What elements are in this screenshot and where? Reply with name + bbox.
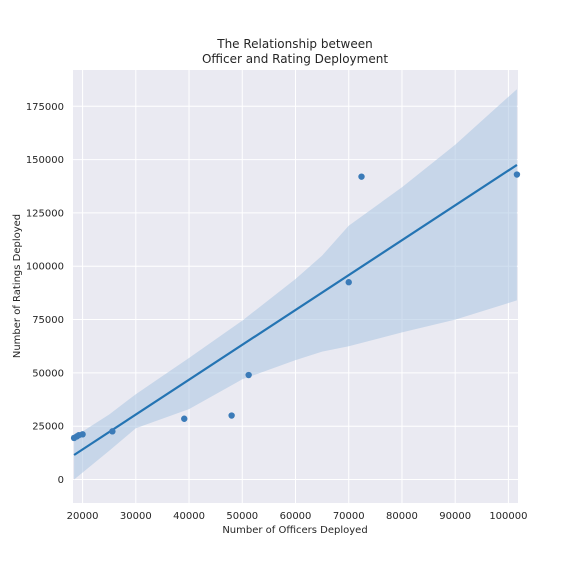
- x-tick-label: 50000: [226, 511, 258, 522]
- data-point: [245, 371, 252, 379]
- data-point: [181, 415, 188, 422]
- data-point: [345, 279, 352, 286]
- x-tick-label: 90000: [439, 511, 471, 522]
- y-tick-label: 25000: [32, 422, 64, 433]
- y-tick-label: 125000: [26, 208, 64, 219]
- chart-title-line-2: Officer and Rating Deployment: [202, 52, 388, 66]
- data-point: [79, 431, 86, 438]
- y-tick-label: 75000: [32, 315, 64, 326]
- x-tick-labels: 20000 30000 40000 50000 60000 70000 80000 90000…: [67, 511, 528, 522]
- x-tick-label: 30000: [120, 511, 152, 522]
- x-tick-label: 70000: [333, 511, 365, 522]
- y-tick-label: 150000: [26, 155, 64, 166]
- y-axis-label: Number of Ratings Deployed: [12, 214, 23, 358]
- y-tick-label: 0: [58, 475, 64, 486]
- scatter-points: [70, 171, 521, 442]
- x-tick-label: 100000: [489, 511, 527, 522]
- data-point: [228, 412, 235, 419]
- data-point: [358, 173, 365, 180]
- x-tick-label: 60000: [280, 511, 312, 522]
- x-tick-label: 40000: [173, 511, 205, 522]
- y-tick-label: 100000: [26, 262, 64, 273]
- regression-line: [73, 163, 518, 456]
- y-tick-label: 50000: [32, 368, 64, 379]
- data-point: [513, 171, 521, 178]
- x-tick-label: 20000: [67, 511, 99, 522]
- y-tick-labels: 0 25000 50000 75000 100000 125000 150000 175000: [26, 102, 64, 486]
- x-axis-label: Number of Officers Deployed: [222, 525, 367, 536]
- data-point: [109, 428, 116, 435]
- regression-line-layer: [73, 163, 518, 456]
- chart-title-line-1: The Relationship between: [216, 37, 373, 51]
- y-tick-label: 175000: [26, 102, 64, 113]
- x-tick-label: 80000: [386, 511, 418, 522]
